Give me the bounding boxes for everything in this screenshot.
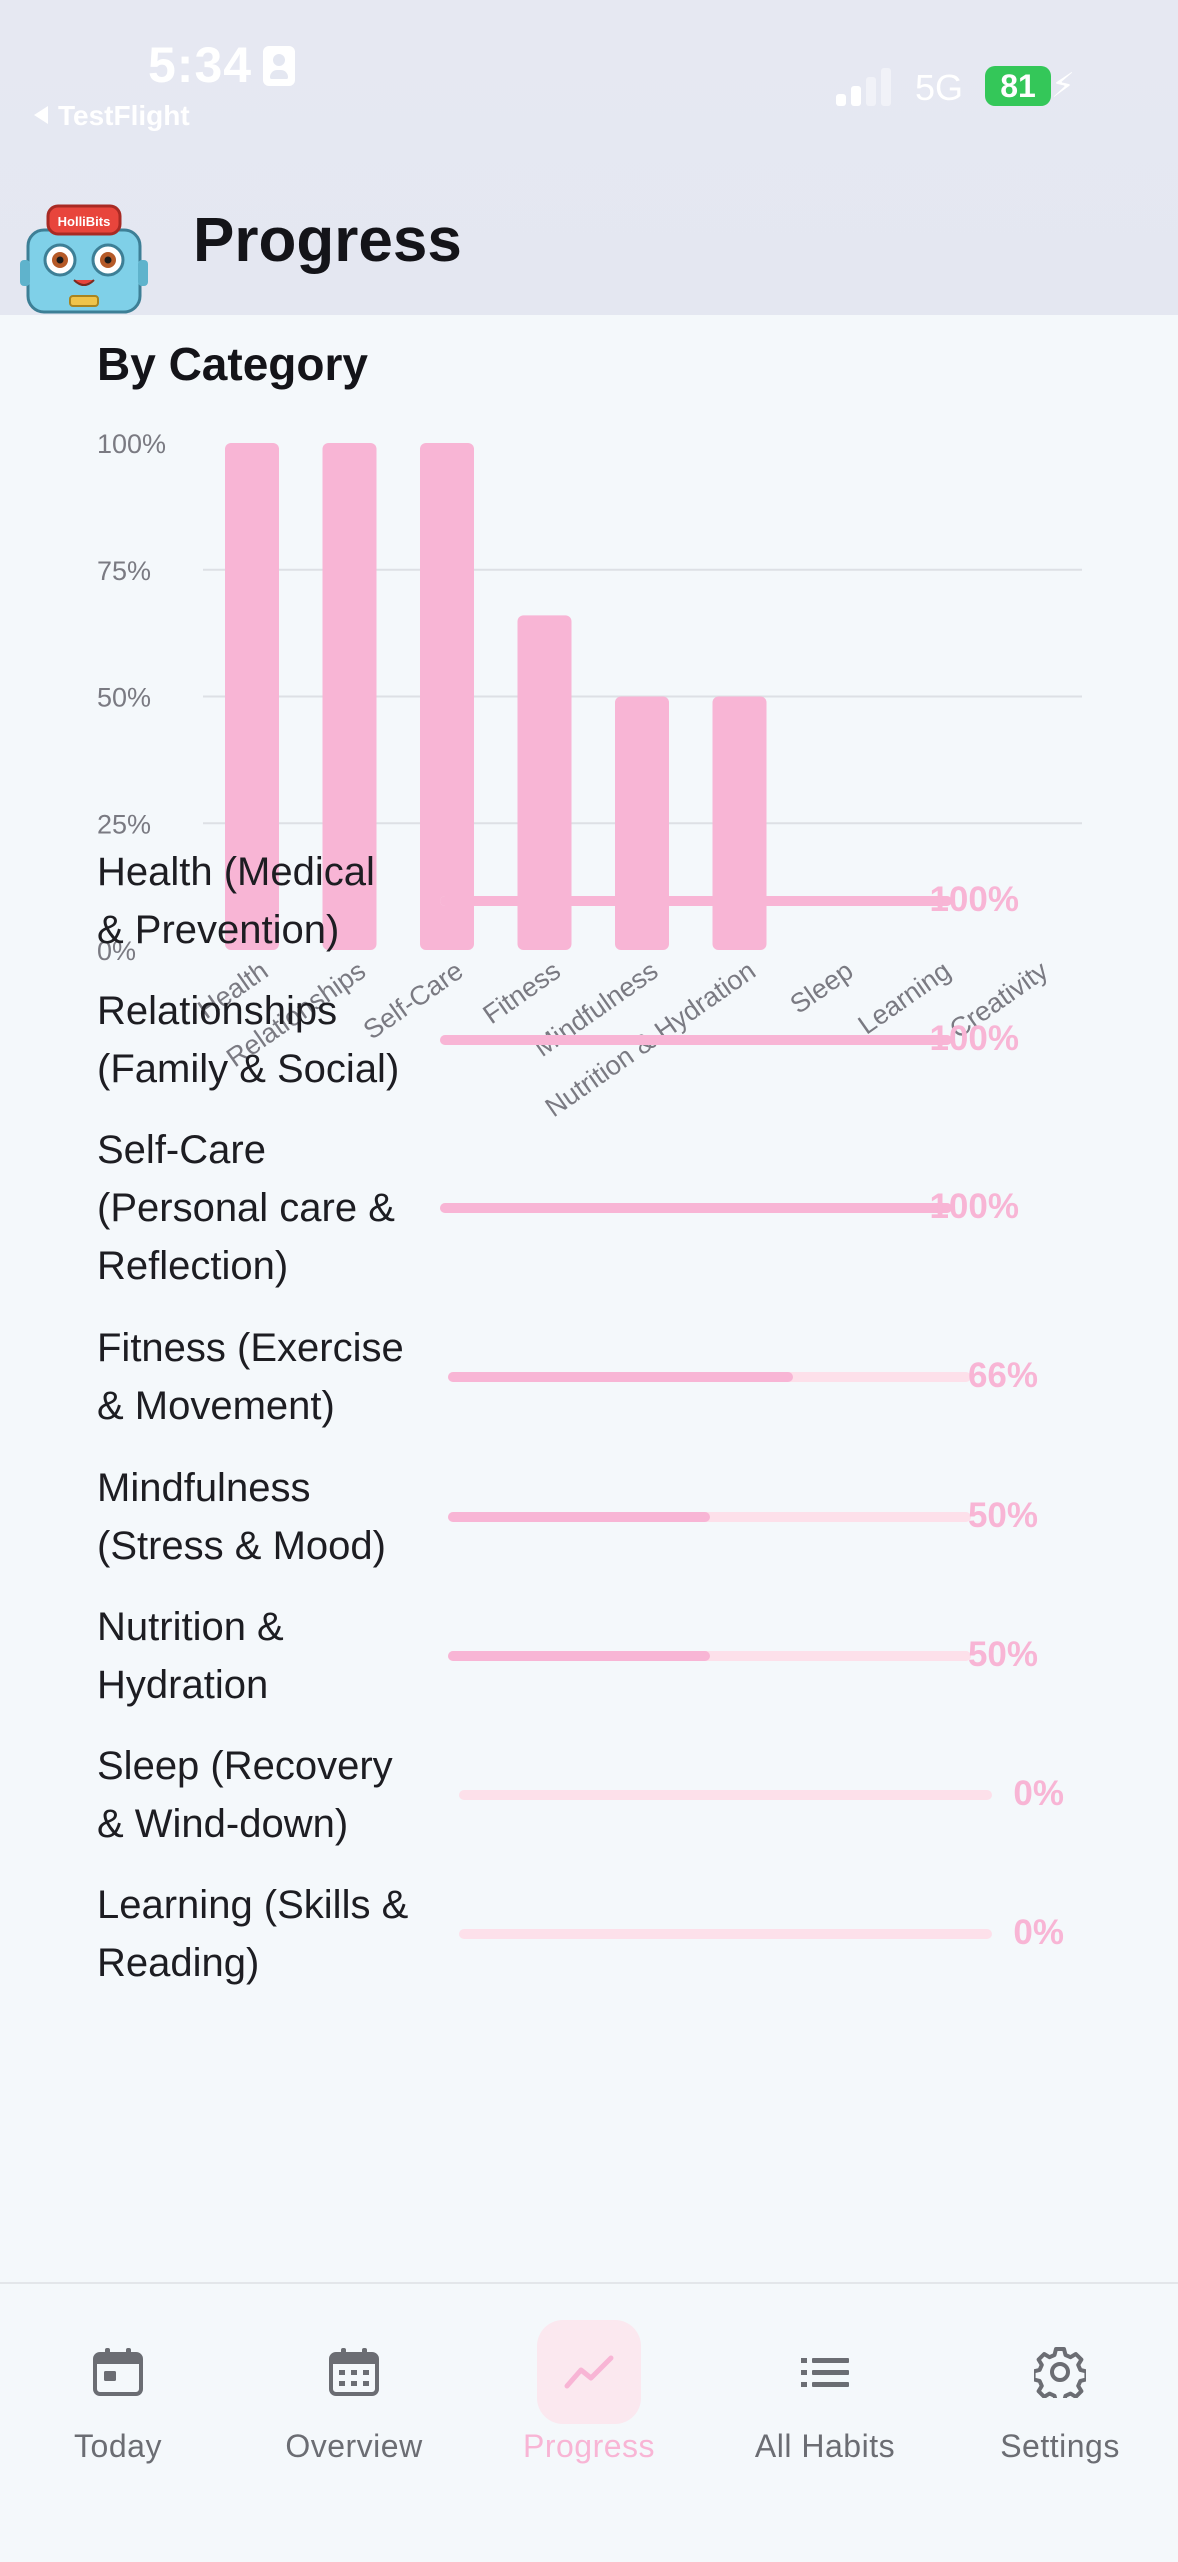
- category-name-line: Reflection): [97, 1244, 289, 1288]
- category-progress-track: [448, 1372, 971, 1382]
- mascot-cap-label: HolliBits: [58, 214, 111, 229]
- category-name: Fitness (Exercise & Movement): [97, 1319, 404, 1435]
- category-percent: 50%: [967, 1496, 1038, 1535]
- category-progress-fill: [440, 896, 952, 906]
- tab-label: All Habits: [754, 2428, 896, 2464]
- category-row: Learning (Skills & Reading) 0%: [97, 1876, 1097, 2000]
- chart-bar-nutrition-hydration: [712, 696, 767, 950]
- category-name-line: Mindfulness: [97, 1466, 311, 1510]
- calendar-grid-icon: [302, 2320, 406, 2424]
- category-row: Sleep (Recovery & Wind-down) 0%: [97, 1737, 1097, 1861]
- tab-today[interactable]: Today: [0, 2284, 236, 2484]
- category-row: Health (Medical & Prevention) 100%: [97, 843, 1097, 967]
- category-percent: 100%: [929, 1187, 1019, 1226]
- category-row: Nutrition & Hydration 50%: [97, 1598, 1097, 1722]
- category-percent: 0%: [1013, 1774, 1064, 1813]
- trend-line-icon: [537, 2320, 641, 2424]
- chart-bar-relationships: [322, 443, 377, 950]
- status-time: 5:34: [148, 37, 253, 93]
- tab-settings[interactable]: Settings: [942, 2284, 1178, 2484]
- category-row: Relationships (Family & Social) 100%: [97, 982, 1097, 1106]
- category-percent: 100%: [929, 1019, 1019, 1058]
- header: 5:34 TestFlight 5G 81 ⚡ HolliBits Progre…: [0, 0, 1178, 315]
- category-name: Nutrition & Hydration: [97, 1598, 284, 1714]
- category-name-line: & Wind-down): [97, 1802, 349, 1846]
- category-name: Relationships (Family & Social): [97, 982, 399, 1098]
- charging-bolt-icon: ⚡: [1051, 67, 1075, 105]
- category-percent: 0%: [1013, 1913, 1064, 1952]
- gear-icon: [1008, 2320, 1112, 2424]
- category-name-line: & Movement): [97, 1384, 335, 1428]
- list-icon: [773, 2320, 877, 2424]
- category-name: Sleep (Recovery & Wind-down): [97, 1737, 393, 1853]
- category-name-line: & Prevention): [97, 908, 340, 952]
- chart-y-tick-label: 0%: [97, 936, 136, 966]
- tab-bar: Today Overview Progress: [0, 2282, 1178, 2562]
- category-name: Self-Care (Personal care & Reflection): [97, 1121, 395, 1295]
- category-name: Health (Medical & Prevention): [97, 843, 375, 959]
- category-bar-chart: 100%75%50%25%0%HealthRelationshipsSelf-C…: [97, 429, 1082, 1123]
- tab-overview[interactable]: Overview: [236, 2284, 472, 2484]
- tab-label: Today: [74, 2428, 162, 2464]
- section-title: By Category: [97, 338, 368, 390]
- chart-y-tick-label: 100%: [97, 429, 166, 459]
- category-name-line: Sleep (Recovery: [97, 1744, 393, 1788]
- calendar-day-icon: [66, 2320, 170, 2424]
- tab-label: Overview: [285, 2428, 423, 2464]
- category-name-line: Hydration: [97, 1663, 269, 1707]
- category-row: Mindfulness (Stress & Mood) 50%: [97, 1459, 1097, 1583]
- category-progress-track: [448, 1651, 971, 1661]
- back-arrow-icon: [34, 106, 48, 124]
- category-name-line: Learning (Skills &: [97, 1883, 409, 1927]
- category-progress-fill: [448, 1372, 794, 1382]
- page-title: Progress: [193, 206, 462, 275]
- progress-content[interactable]: By Category 100% 75% 50% 25% 0% Health Relatio…: [0, 315, 1178, 2282]
- cellular-signal-icon: [836, 66, 896, 106]
- category-percent: 100%: [929, 880, 1019, 919]
- category-name: Mindfulness (Stress & Mood): [97, 1459, 386, 1575]
- chart-y-tick-label: 25%: [97, 809, 151, 839]
- category-row: Fitness (Exercise & Movement) 66%: [97, 1319, 1097, 1443]
- category-progress-track: [440, 1035, 952, 1045]
- chart-y-tick-label: 75%: [97, 556, 151, 586]
- mascot-robot-icon: HolliBits: [20, 204, 148, 314]
- category-name-line: Self-Care: [97, 1128, 266, 1172]
- category-progress-track: [440, 896, 952, 906]
- category-name-line: (Family & Social): [97, 1047, 400, 1091]
- tab-label: Settings: [1000, 2428, 1120, 2464]
- category-row: Self-Care (Personal care & Reflection) 100%: [97, 1121, 1097, 1303]
- category-name-line: Reading): [97, 1941, 260, 1985]
- category-progress-track: [459, 1790, 992, 1800]
- chart-bar-fitness: [517, 615, 572, 950]
- id-card-icon: [263, 46, 295, 86]
- chart-bar-mindfulness: [615, 696, 669, 950]
- back-link-label: TestFlight: [58, 100, 190, 131]
- category-name: Learning (Skills & Reading): [97, 1876, 408, 1992]
- category-progress-fill: [440, 1203, 952, 1213]
- category-progress-track: [459, 1929, 992, 1939]
- chart-bar-health: [225, 443, 279, 950]
- category-progress-track: [440, 1203, 952, 1213]
- tab-label: Progress: [522, 2428, 656, 2464]
- battery-indicator: 81: [985, 66, 1051, 106]
- category-name-line: Health (Medical: [97, 850, 375, 894]
- category-name-line: Fitness (Exercise: [97, 1326, 404, 1370]
- tab-progress[interactable]: Progress: [471, 2284, 707, 2484]
- category-name-line: (Personal care &: [97, 1186, 395, 1230]
- chart-y-tick-label: 50%: [97, 683, 151, 713]
- network-type: 5G: [915, 67, 964, 108]
- category-progress-fill: [448, 1651, 710, 1661]
- category-name-line: Nutrition &: [97, 1605, 284, 1649]
- back-to-testflight-link[interactable]: TestFlight: [34, 100, 190, 132]
- category-progress-fill: [448, 1512, 710, 1522]
- category-progress-track: [448, 1512, 971, 1522]
- category-percent: 50%: [967, 1635, 1038, 1674]
- category-name-line: Relationships: [97, 989, 338, 1033]
- category-name-line: (Stress & Mood): [97, 1524, 386, 1568]
- chart-bar-self-care: [420, 443, 474, 950]
- category-progress-fill: [440, 1035, 952, 1045]
- category-percent: 66%: [967, 1356, 1038, 1395]
- tab-all-habits[interactable]: All Habits: [707, 2284, 943, 2484]
